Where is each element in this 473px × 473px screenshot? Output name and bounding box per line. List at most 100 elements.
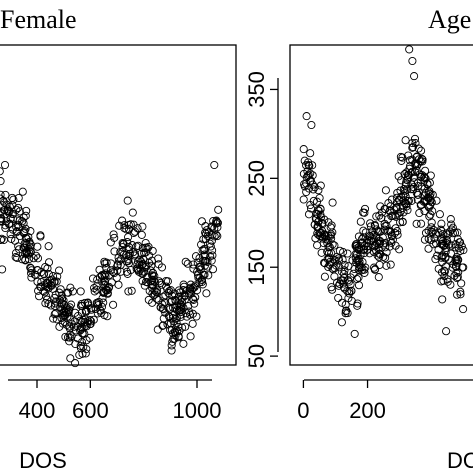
data-point <box>340 260 349 269</box>
data-point <box>84 301 93 310</box>
x-ticks-age: 0 200 <box>297 380 386 423</box>
data-point <box>147 256 156 265</box>
data-point <box>304 158 313 167</box>
data-point <box>424 234 433 243</box>
data-point <box>107 278 116 287</box>
data-point <box>52 315 61 324</box>
data-point <box>390 205 399 214</box>
data-point <box>451 240 460 249</box>
data-point <box>299 195 308 204</box>
data-point <box>159 314 168 323</box>
data-point <box>168 337 177 346</box>
data-point <box>147 261 156 270</box>
data-point <box>127 286 136 295</box>
data-point <box>102 258 111 267</box>
data-point <box>128 208 137 217</box>
data-point <box>431 255 440 264</box>
data-point <box>186 332 195 341</box>
data-point <box>195 273 205 282</box>
data-point <box>87 305 96 314</box>
data-point <box>66 354 75 363</box>
data-point <box>415 208 424 218</box>
data-point <box>165 305 174 314</box>
data-point <box>452 269 461 278</box>
data-point <box>314 217 323 226</box>
data-point <box>181 322 190 331</box>
data-point <box>412 219 421 228</box>
data-point <box>341 307 350 316</box>
data-point <box>316 204 325 213</box>
data-point <box>339 279 348 288</box>
data-point <box>57 294 67 303</box>
data-point <box>307 120 316 130</box>
data-point <box>116 260 125 270</box>
data-point <box>404 171 413 180</box>
data-point <box>22 248 31 257</box>
data-point <box>435 210 444 219</box>
data-point <box>345 289 354 298</box>
data-point <box>213 218 222 227</box>
panel-title-female: Female <box>0 5 77 34</box>
data-point <box>210 232 219 241</box>
data-point <box>397 156 406 165</box>
data-point <box>420 206 429 216</box>
data-point <box>442 229 451 238</box>
data-point <box>330 241 339 250</box>
data-point <box>47 281 56 290</box>
data-point <box>381 186 390 195</box>
data-point <box>193 286 202 295</box>
data-point <box>124 225 134 234</box>
data-point <box>308 161 317 170</box>
data-point <box>420 173 429 182</box>
data-point <box>302 161 311 170</box>
data-point <box>457 279 466 288</box>
data-point <box>448 263 457 272</box>
data-point <box>51 309 60 318</box>
data-point <box>414 181 423 191</box>
data-point <box>316 181 325 190</box>
data-point <box>109 230 118 239</box>
data-point <box>202 226 211 235</box>
data-point <box>15 232 24 241</box>
data-point <box>189 264 198 273</box>
data-point <box>407 168 416 177</box>
data-point <box>182 312 191 321</box>
data-point <box>164 303 173 312</box>
data-point <box>318 234 327 243</box>
data-point <box>71 339 80 349</box>
y-tick-label: 150 <box>244 249 269 286</box>
data-point <box>171 328 180 337</box>
data-point <box>382 248 391 257</box>
data-point <box>324 249 333 258</box>
y-tick-label: 50 <box>244 344 269 368</box>
data-point <box>179 286 188 295</box>
data-point <box>377 213 386 223</box>
data-point <box>423 180 432 189</box>
data-point <box>335 263 344 272</box>
data-point <box>159 292 168 301</box>
data-point <box>383 215 392 224</box>
data-point <box>432 196 441 205</box>
data-point <box>201 234 210 244</box>
data-point <box>18 187 27 196</box>
data-point <box>352 274 362 284</box>
data-point <box>314 205 323 215</box>
data-point <box>200 261 209 270</box>
data-point <box>327 249 336 258</box>
data-point <box>26 263 35 272</box>
data-point <box>305 161 314 170</box>
data-point <box>181 257 190 266</box>
data-point <box>6 230 15 239</box>
data-point <box>43 295 52 304</box>
data-point <box>143 273 152 282</box>
data-point <box>302 112 311 121</box>
data-point <box>49 314 58 323</box>
data-point <box>90 287 99 296</box>
data-point <box>381 239 390 248</box>
data-point <box>84 317 93 326</box>
panel-female: Female 400 600 1000 DOS <box>0 5 237 473</box>
points-female <box>0 160 223 368</box>
data-point <box>123 196 132 205</box>
data-point <box>366 222 375 231</box>
